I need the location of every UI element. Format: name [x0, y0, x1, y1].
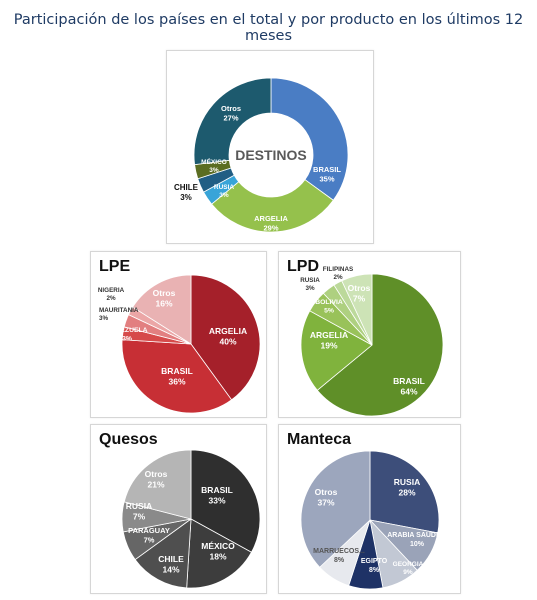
quesos-label-otros: Otros 21%: [145, 469, 168, 490]
lpd-slice-argelia: [300, 310, 373, 391]
manteca-label-marruecos: MARRUECOS... 8%: [313, 548, 365, 564]
manteca-label-arabia-saudita: ARABIA SAUDITA 10%: [387, 532, 447, 548]
quesos-label-mexico: MÉXICO 18%: [201, 541, 235, 562]
quesos-slice-chile: [134, 518, 192, 589]
destinos-label-otros: Otros 27%: [221, 104, 241, 122]
lpd-slice-brasil: [316, 273, 444, 417]
destinos-panel: BRASIL 35% ARGELIA 29% RUSIA 3% CHILE 3% MÉXICO 3…: [166, 50, 374, 244]
lpe-slice-argelia: [190, 274, 261, 401]
destinos-slice-otros: [193, 77, 272, 166]
destinos-chart: BRASIL 35% ARGELIA 29% RUSIA 3% CHILE 3%MÉXICO 3…: [174, 77, 349, 233]
lpe-label-nigeria: NIGERIA 2%: [98, 287, 125, 302]
lpd-slice-otros: [341, 273, 373, 346]
quesos-panel: Quesos BRASIL 33% MÉXICO 18% CHILE 14% PARAGUA…: [90, 424, 267, 594]
lpe-chart: ARGELIA 40% BRASIL 36% VENEZUELA 3% MAURITANIA…: [98, 274, 261, 414]
quesos-chart: BRASIL 33% MÉXICO 18% CHILE 14% PARAGUAY 7% RUSI…: [121, 449, 261, 589]
page-title: Participación de los países en el total …: [13, 12, 524, 44]
quesos-label-rusia: RUSIA 7%: [126, 501, 152, 522]
destinos-center-title: DESTINOS: [235, 147, 307, 163]
destinos-label-mexico: MÉXICO 3%: [201, 157, 227, 174]
lpe-label-venezuela: VENEZUELA 3%: [106, 327, 147, 343]
quesos-slice-brasil: [190, 449, 261, 553]
lpd-label-otros: Otros 7%: [348, 283, 371, 304]
destinos-label-brasil: BRASIL 35%: [313, 165, 341, 183]
lpe-label-brasil: BRASIL 36%: [161, 366, 193, 387]
destinos-slice-argelia: [211, 179, 334, 233]
lpe-slice-brasil: [121, 339, 233, 414]
lpd-panel: LPD BRASIL 64% ARGELIA 19% BOLIVIA 5% RUSIA 3% F…: [278, 251, 461, 418]
lpd-chart: BRASIL 64% ARGELIA 19% BOLIVIA 5% RUSIA 3%FILIP…: [300, 266, 444, 417]
quesos-slice-mexico: [186, 518, 253, 589]
manteca-title: Manteca: [287, 431, 352, 448]
lpe-slice-otros: [132, 274, 192, 345]
manteca-chart: RUSIA 28% ARABIA SAUDITA 10% GEORGIA 9% EGIPTO…: [300, 450, 447, 590]
quesos-label-brasil: BRASIL 33%: [201, 485, 233, 506]
destinos-slice-brasil: [270, 77, 349, 201]
destinos-label-rusia: RUSIA 3%: [214, 184, 235, 199]
lpe-label-otros: Otros 16%: [153, 288, 176, 309]
quesos-label-paraguay: PARAGUAY 7%: [128, 526, 170, 544]
lpd-label-brasil: BRASIL 64%: [393, 376, 425, 397]
lpd-label-bolivia: BOLIVIA 5%: [315, 299, 343, 315]
manteca-label-egipto: EGIPTO 8%: [361, 558, 388, 574]
quesos-title: Quesos: [99, 431, 158, 448]
lpe-title: LPE: [99, 258, 131, 275]
manteca-label-georgia: GEORGIA 9%: [393, 561, 424, 576]
quesos-label-chile: CHILE 14%: [158, 554, 184, 575]
manteca-slice-rusia: [369, 450, 440, 534]
manteca-label-otros: Otros 37%: [315, 487, 338, 508]
lpd-title: LPD: [287, 258, 319, 275]
lpd-label-rusia: RUSIA 3%: [300, 277, 320, 292]
destinos-label-argelia: ARGELIA 29%: [254, 214, 288, 232]
quesos-slice-otros: [123, 449, 192, 520]
lpe-panel: LPE ARGELIA 40% BRASIL 36% VENEZUELA 3% MAURIT…: [90, 251, 267, 418]
lpe-label-argelia: ARGELIA 40%: [209, 326, 247, 347]
lpd-label-filipinas: FILIPINAS 2%: [323, 266, 353, 281]
lpd-label-argelia: ARGELIA 19%: [310, 330, 348, 351]
manteca-label-rusia: RUSIA 28%: [394, 477, 420, 498]
lpe-label-mauritania: MAURITANIA 3%: [99, 307, 139, 322]
manteca-panel: Manteca RUSIA 28% ARABIA SAUDITA 10% GEORGIA…: [278, 424, 461, 594]
destinos-label-chile: CHILE 3%: [174, 183, 199, 202]
manteca-slice-otros: [300, 450, 371, 568]
